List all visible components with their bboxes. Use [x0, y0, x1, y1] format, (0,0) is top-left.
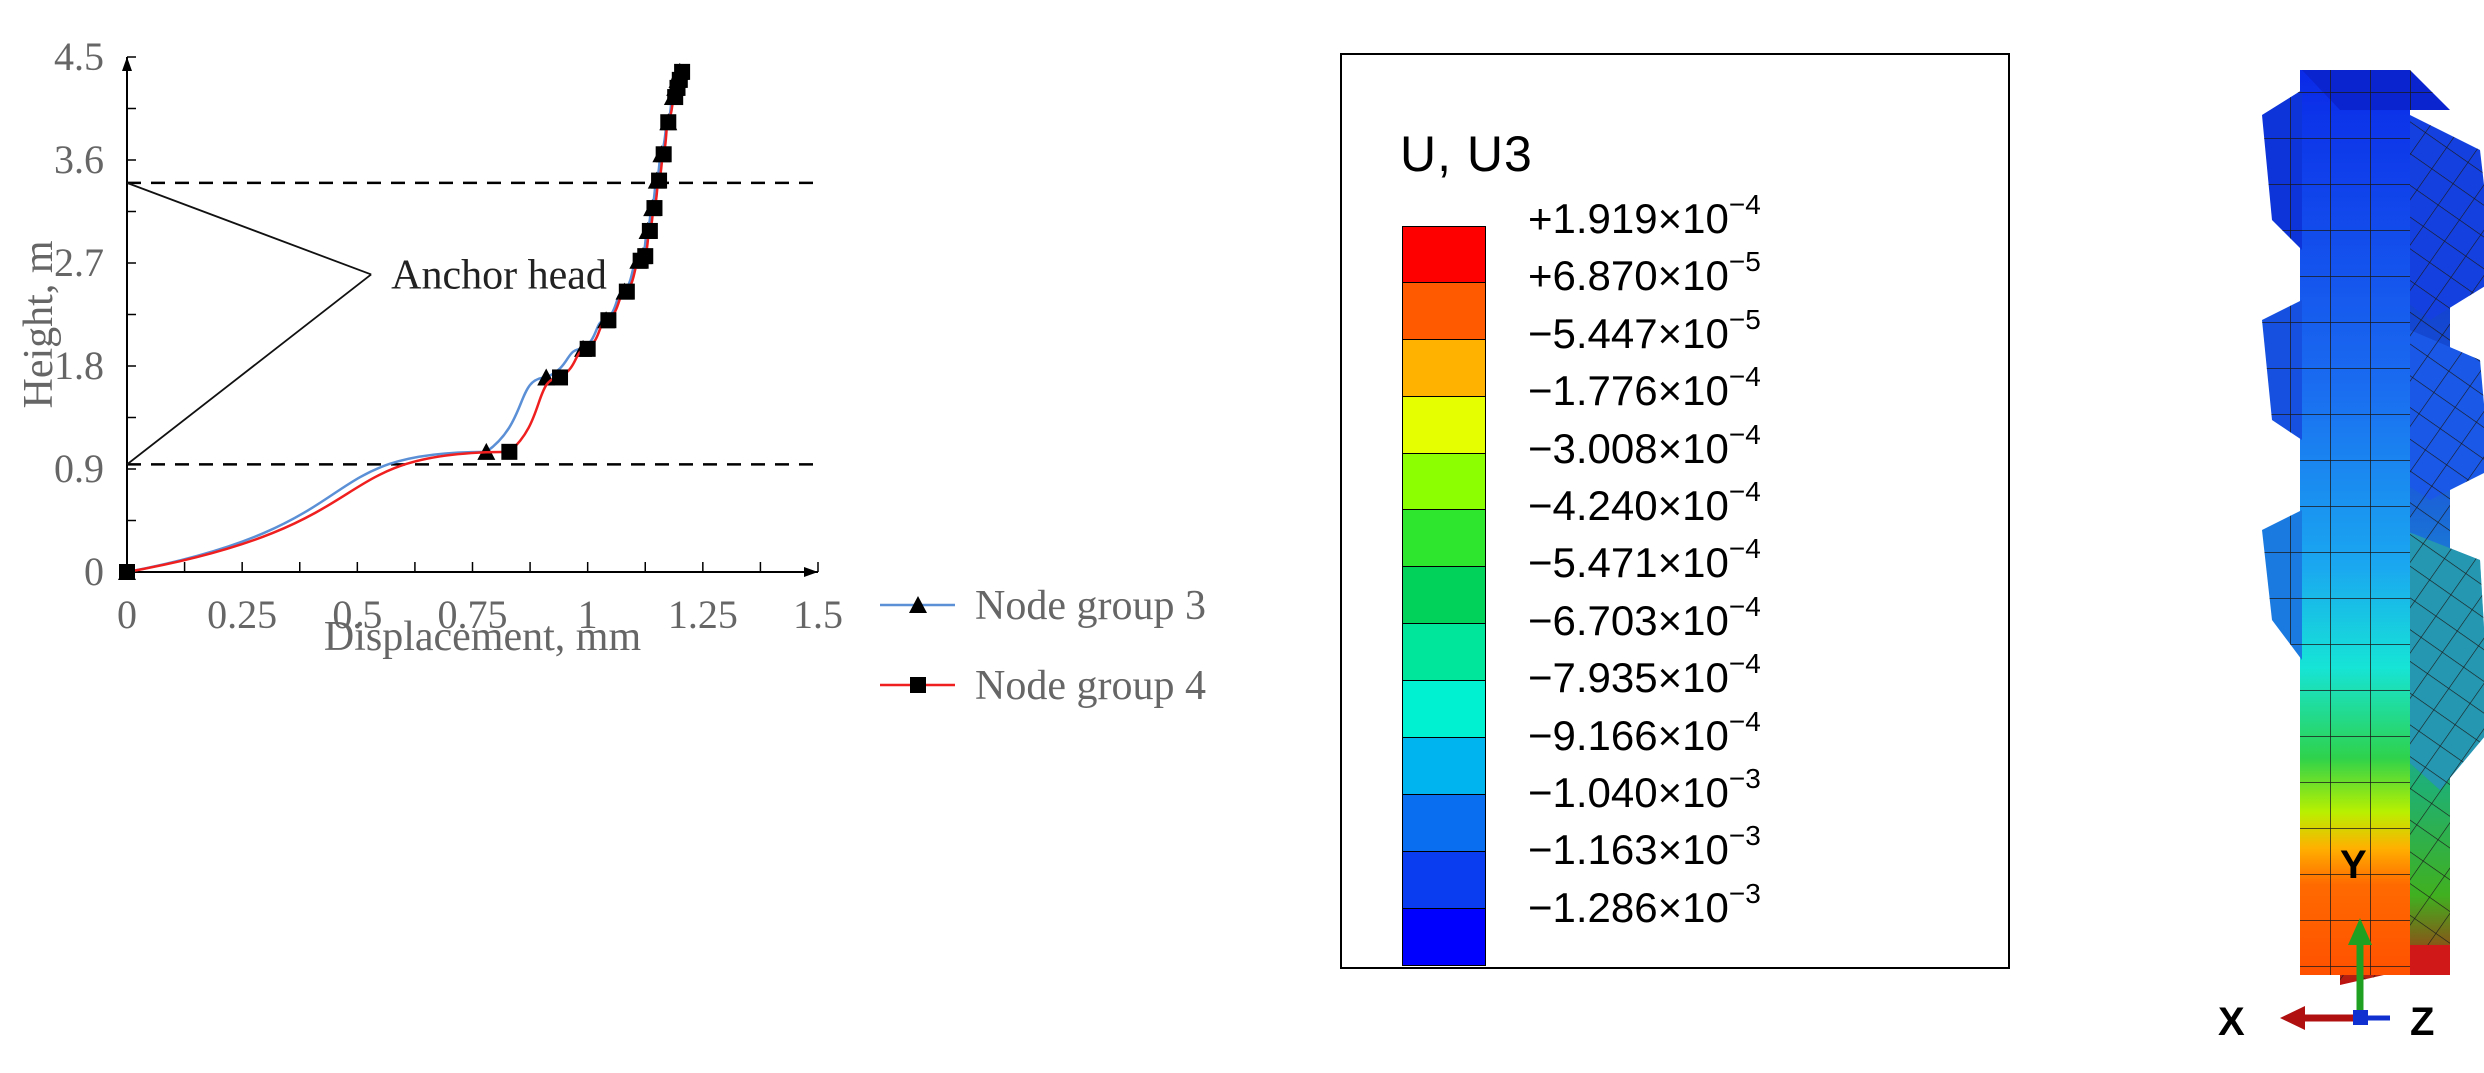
displacement-chart: 0 0.25 0.5 0.75 1 1.25 1.5 0 0.9 1.8 2.7 3.6 4.5 Disp… [16, 34, 1206, 709]
series-line-1 [126, 70, 681, 574]
square-marker [618, 283, 635, 300]
legend-swatch [1402, 681, 1486, 739]
legend-triangle-marker [909, 596, 927, 613]
chart-legend: Node group 3 Node group 4 [880, 583, 1206, 709]
y-tick-label: 1.8 [54, 343, 104, 388]
triad-x-label: X [2218, 1000, 2245, 1044]
legend-label: Node group 4 [975, 663, 1206, 709]
square-marker [119, 564, 135, 580]
legend-swatch [1402, 396, 1486, 454]
legend-swatch [1402, 908, 1486, 966]
y-tick-label: 4.5 [54, 34, 104, 79]
square-marker [579, 340, 596, 357]
legend-swatch [1402, 794, 1486, 852]
legend-swatch [1402, 510, 1486, 568]
legend-level-label: −3.008×10−4 [1528, 418, 1761, 472]
chart-axes: 0 0.25 0.5 0.75 1 1.25 1.5 0 0.9 1.8 2.7 3.6 4.5 Disp… [16, 34, 843, 660]
legend-swatch [1402, 282, 1486, 340]
legend-level-label: −1.776×10−4 [1528, 361, 1761, 415]
legend-level-label: −1.040×10−3 [1528, 762, 1761, 816]
y-axis-arrow [122, 57, 132, 71]
legend-level-label: +1.919×10−4 [1528, 189, 1761, 242]
x-tick-label: 0.75 [438, 592, 508, 637]
annotation-text: Anchor head [391, 252, 607, 298]
square-marker [501, 443, 518, 460]
legend-swatch [1402, 624, 1486, 682]
series-line-2 [126, 70, 683, 574]
legend-swatch [1402, 738, 1486, 795]
y-tick-label: 2.7 [54, 240, 104, 285]
legend-swatches [1402, 226, 1486, 966]
dashed-lines [127, 181, 818, 466]
square-marker [552, 369, 569, 386]
annotation-line [126, 273, 372, 466]
square-marker [655, 146, 672, 163]
legend-square-marker [910, 677, 926, 693]
axis-triad: Y X Z [2218, 843, 2434, 1044]
legend-swatch [1402, 851, 1486, 909]
square-marker [651, 172, 668, 189]
legend-level-label: −5.471×10−4 [1528, 533, 1761, 587]
triad-y-label: Y [2340, 843, 2367, 887]
x-tick-label: 0.25 [207, 592, 277, 637]
y-axis-title: Height, m [16, 240, 62, 408]
legend-level-label: −1.286×10−3 [1528, 877, 1761, 931]
legend-swatch [1402, 453, 1486, 511]
legend-levels: +1.919×10−4 +6.870×10−5 −5.447×10−5 −1.776×… [1528, 180, 1761, 931]
square-marker [660, 114, 677, 131]
legend-level-label: −6.703×10−4 [1528, 590, 1761, 644]
legend-level-label: −5.447×10−5 [1528, 303, 1761, 357]
legend-swatch [1402, 567, 1486, 625]
chart-series [118, 62, 691, 580]
legend-level-label: −7.935×10−4 [1528, 648, 1761, 702]
square-marker [646, 200, 663, 217]
legend-swatch [1402, 339, 1486, 397]
x-tick-label: 1.25 [668, 592, 738, 637]
square-marker [674, 63, 691, 80]
x-tick-label: 1 [578, 592, 598, 637]
legend-label: Node group 3 [975, 583, 1206, 629]
y-tick-label: 0 [84, 549, 104, 594]
triad-z-label: Z [2410, 1000, 2434, 1044]
x-axis-title: Displacement, mm [324, 614, 642, 660]
x-tick-label: 0.5 [332, 592, 382, 637]
legend-swatch [1402, 226, 1486, 283]
y-tick-label: 3.6 [54, 137, 104, 182]
x-axis-arrow [804, 567, 818, 577]
y-tick-label: 0.9 [54, 446, 104, 491]
legend-level-label: +6.870×10−5 [1528, 246, 1761, 300]
x-tick-label: 0 [117, 592, 137, 637]
annotation-line [126, 182, 372, 276]
legend-level-label: −1.163×10−3 [1528, 820, 1761, 874]
fem-model-view: Y X Z [2218, 70, 2484, 1044]
pile-model [2262, 70, 2484, 985]
square-marker [600, 312, 617, 329]
x-tick-label: 1.5 [793, 592, 843, 637]
anchor-head-annotation: Anchor head [126, 182, 607, 466]
square-marker [637, 248, 654, 265]
legend-level-label: −4.240×10−4 [1528, 475, 1761, 529]
square-marker [641, 222, 658, 239]
contour-legend: U, U3 +1.919×10−4 +6.870×10−5 −5.447×10−5−… [1340, 53, 2010, 969]
legend-title: U, U3 [1400, 126, 1533, 182]
legend-level-label: −9.166×10−4 [1528, 705, 1761, 759]
